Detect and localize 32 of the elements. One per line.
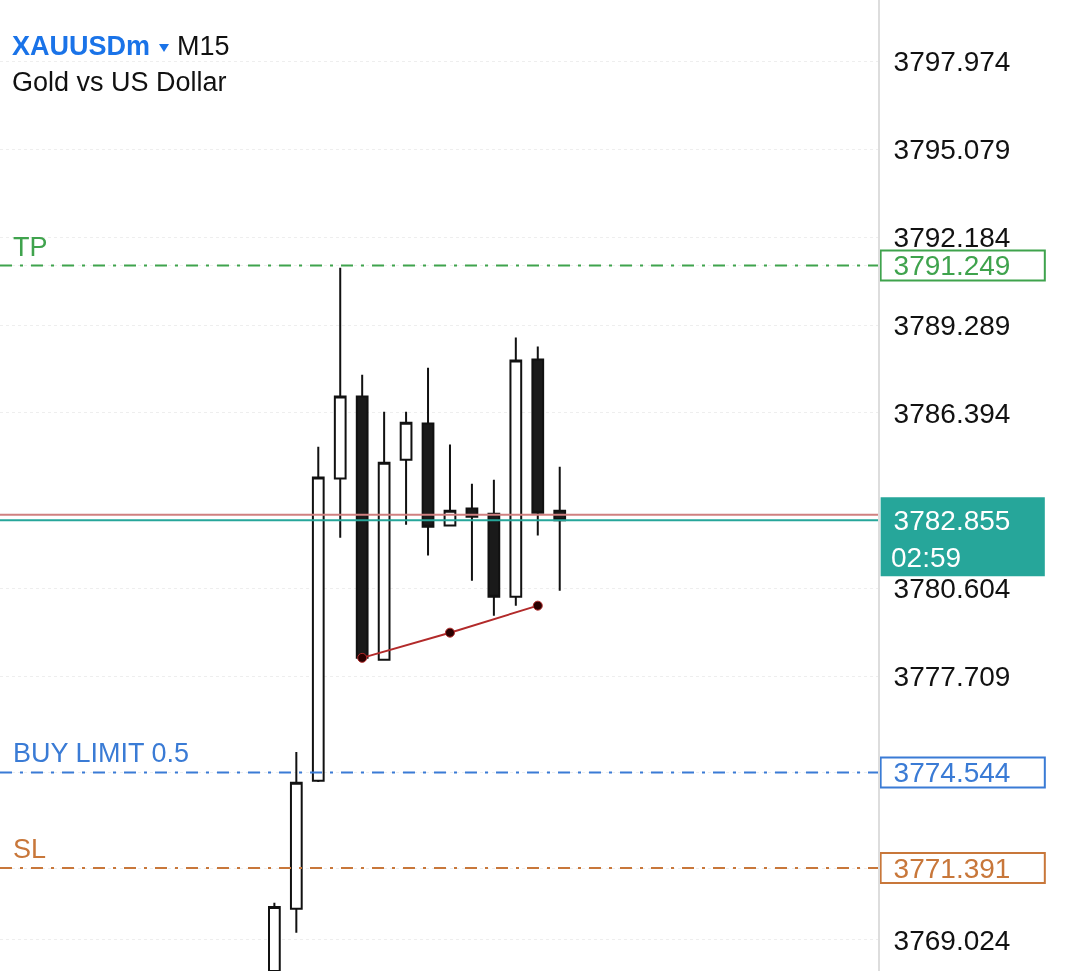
candlestick — [377, 410, 391, 661]
text: XAUUSDm — [12, 31, 151, 61]
ref-line-label: SL — [13, 834, 47, 864]
y-tick-label: 3792.184 — [893, 221, 1011, 253]
y-tick-label: 3769.024 — [893, 924, 1011, 956]
y-tick-label: 3780.604 — [893, 573, 1011, 605]
candlestick — [531, 345, 545, 537]
candlestick — [465, 482, 479, 582]
y-tick-label: 3786.394 — [893, 397, 1011, 429]
y-tick-label: 3782.855 — [893, 505, 1011, 537]
candlestick — [487, 478, 501, 617]
candlestick — [509, 336, 523, 607]
y-tick-label: 3795.079 — [893, 134, 1011, 166]
y-tick-label: 3791.249 — [893, 250, 1011, 282]
ref-line-label: BUY LIMIT 0.5 — [13, 738, 190, 768]
candlestick — [333, 266, 347, 539]
y-tick-label: 3777.709 — [893, 661, 1011, 693]
y-tick-label: 3771.391 — [893, 852, 1011, 884]
point — [532, 600, 543, 611]
point — [357, 652, 368, 663]
candlestick — [421, 366, 435, 557]
candlestick — [399, 410, 413, 526]
text: 02:59 — [891, 542, 962, 573]
text: Gold vs US Dollar — [12, 66, 228, 99]
ref-line-label: TP — [13, 232, 48, 262]
candlestick — [289, 750, 303, 934]
y-tick-label: 3789.289 — [893, 309, 1011, 341]
candlestick — [311, 445, 325, 783]
y-tick-label: 3774.544 — [893, 757, 1011, 789]
annotation: M15 — [177, 31, 230, 61]
y-tick-label: 3797.974 — [893, 46, 1011, 78]
point — [444, 627, 455, 638]
